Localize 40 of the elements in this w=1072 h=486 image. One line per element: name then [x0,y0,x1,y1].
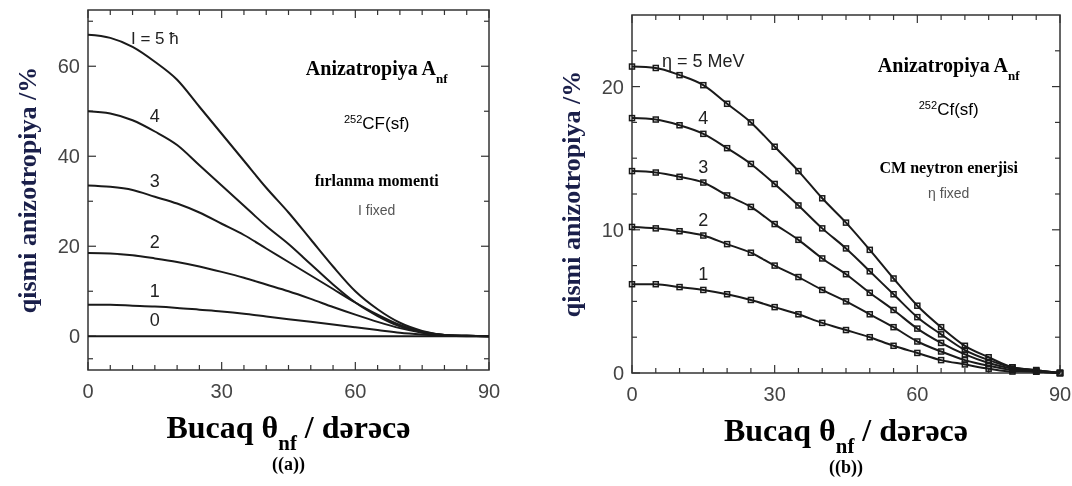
series-label: I = 5 ħ [130,28,179,48]
series-label: 1 [698,263,709,284]
series-label: η = 5 MeV [662,51,745,72]
x-tick-label: 90 [477,380,501,402]
series-label: 1 [149,280,160,301]
x-axis-title: Bucaq θ$_{nf}$ / dərəcə [166,409,411,454]
text: Anizatropiya A$_{nf}$ [305,56,449,86]
x-tick-label: 0 [82,380,94,402]
annotation: CM neytron enerjisi [879,158,1019,177]
series-label: 2 [698,209,709,230]
x-tick-label: 0 [626,383,638,405]
y-tick-label: 0 [612,362,624,384]
y-axis-title: qismi anizotropiya /% [13,66,42,314]
x-axis-title: Bucaq θ$_{nf}$ / dərəcə [723,412,969,457]
series-label: 4 [698,107,709,128]
series-label: 3 [698,156,709,177]
text: $^{252}$Cf(sf) [918,99,979,120]
annotation: η fixed [928,184,970,201]
y-axis-title: qismi anizotropiya /% [557,70,586,318]
x-tick-label: 60 [344,380,367,402]
text: ((a)) [272,454,305,475]
series-label: 0 [149,310,160,331]
y-tick-label: 20 [601,75,624,98]
y-tick-label: 20 [57,235,80,258]
series-label: 3 [149,170,160,191]
annotation: fırlanma momenti [314,172,440,190]
x-tick-label: 30 [210,380,233,402]
x-tick-label: 60 [906,383,929,405]
x-tick-label: 90 [1048,383,1072,405]
y-tick-label: 10 [601,218,624,241]
x-tick-label: 30 [763,383,786,405]
y-tick-label: 60 [57,55,80,78]
text: Anizatropiya A$_{nf}$ [877,54,1021,83]
series-label: 4 [149,105,160,126]
y-tick-label: 0 [68,325,80,348]
text: ((b)) [829,457,863,478]
series-label: 2 [149,232,160,253]
annotation: I fixed [358,202,396,219]
y-tick-label: 40 [57,145,80,168]
text: $^{252}$CF(sf) [343,112,410,133]
